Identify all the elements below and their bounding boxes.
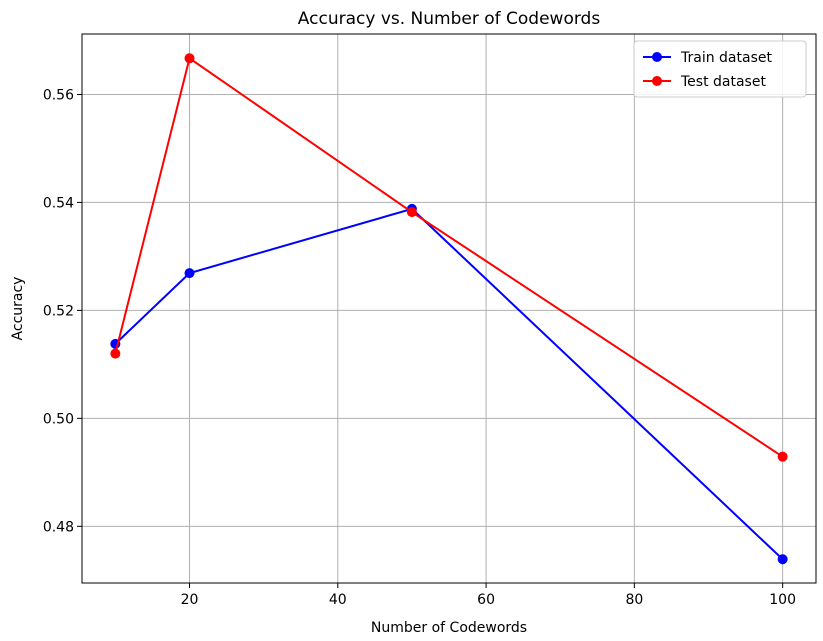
series-line xyxy=(114,207,784,560)
series-line xyxy=(114,56,784,458)
x-tick-label: 60 xyxy=(477,592,495,608)
x-tick-label: 20 xyxy=(181,592,199,608)
x-axis-label: Number of Codewords xyxy=(371,620,527,636)
x-tick-label: 80 xyxy=(625,592,643,608)
legend-label: Test dataset xyxy=(680,74,766,90)
y-axis-label: Accuracy xyxy=(10,277,26,341)
series-layer xyxy=(110,53,788,565)
data-point xyxy=(777,554,788,565)
legend: Train dataset Test dataset xyxy=(633,40,807,98)
legend-swatch-marker xyxy=(652,76,662,86)
grid xyxy=(82,34,816,583)
y-tick-label: 0.48 xyxy=(43,519,74,535)
y-tick-label: 0.50 xyxy=(43,411,74,427)
data-point xyxy=(184,268,195,279)
legend-label: Train dataset xyxy=(680,50,772,66)
x-tick-label: 100 xyxy=(769,592,796,608)
y-tick-label: 0.52 xyxy=(43,303,74,319)
y-tick-label: 0.56 xyxy=(43,87,74,103)
data-point xyxy=(777,451,788,462)
legend-swatch-marker xyxy=(652,52,662,62)
data-point xyxy=(110,348,121,359)
chart-title: Accuracy vs. Number of Codewords xyxy=(298,9,601,29)
x-tick-label: 40 xyxy=(329,592,347,608)
data-point xyxy=(184,53,195,64)
data-point xyxy=(406,207,417,218)
plot-frame xyxy=(81,33,817,584)
y-tick-label: 0.54 xyxy=(43,195,74,211)
axis-ticks: 20 40 60 80 100 0.48 0.50 0.52 0.54 0.56 xyxy=(43,87,796,608)
legend-box xyxy=(633,40,807,98)
